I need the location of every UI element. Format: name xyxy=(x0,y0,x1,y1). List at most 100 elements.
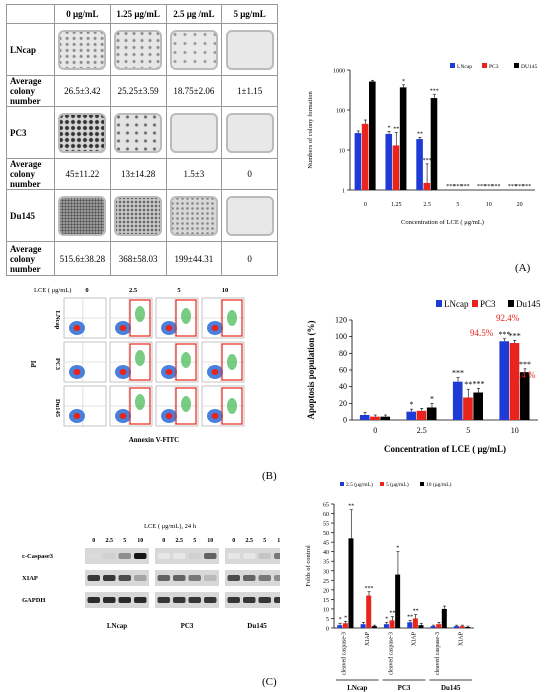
apoptotic-events xyxy=(181,396,191,412)
legend-label: 10 (μg/mL) xyxy=(426,481,452,488)
apoptotic-events xyxy=(135,394,145,410)
event-cluster-core xyxy=(73,369,81,375)
event-cluster-core xyxy=(211,369,219,375)
gate-box xyxy=(175,387,197,425)
significance-marker: *** xyxy=(522,184,531,190)
colony-table: 0 μg/mL 1.25 μg/mL 2.5 μg /mL 5 μg/mL LN… xyxy=(6,4,278,276)
blot-band xyxy=(258,597,271,603)
bar xyxy=(452,381,463,420)
bar xyxy=(361,123,369,190)
significance-marker: *** xyxy=(453,184,462,190)
avg-label: Average colony number xyxy=(6,75,55,107)
x-tick-label: 5 xyxy=(466,426,470,435)
bar xyxy=(441,608,447,628)
y-tick-label: 30 xyxy=(323,569,329,575)
bar xyxy=(380,416,390,420)
y-tick-label: 50 xyxy=(323,531,329,537)
bar xyxy=(354,133,362,190)
event-cluster-core xyxy=(119,413,127,419)
bar xyxy=(463,397,473,420)
blot-band xyxy=(173,597,186,603)
y-tick-label: 1 xyxy=(342,189,345,195)
flow-row-label: LNcap xyxy=(54,311,61,330)
bar xyxy=(392,145,400,190)
bar xyxy=(406,411,417,420)
x-tick-label: 10 xyxy=(486,202,492,208)
lane-dose: 5 xyxy=(123,538,126,544)
gate-box xyxy=(175,343,197,381)
legend-swatch xyxy=(472,300,478,307)
bar xyxy=(385,133,393,190)
significance-marker: *** xyxy=(509,332,521,341)
lane-dose: 10 xyxy=(207,538,213,544)
avg-label: Average colony number xyxy=(6,241,55,276)
y-tick-label: 15 xyxy=(323,598,329,604)
legend-label: 2.5 (μg/mL) xyxy=(346,481,373,488)
significance-marker: ** xyxy=(407,614,413,620)
y-tick-label: 20 xyxy=(339,399,347,408)
bar xyxy=(342,623,348,628)
blot-cell-line: Du145 xyxy=(247,622,267,630)
legend-swatch xyxy=(340,482,344,486)
colony-well xyxy=(54,106,111,159)
blot-band xyxy=(258,553,271,559)
event-cluster-core xyxy=(165,369,173,375)
colony-well xyxy=(221,189,278,242)
blot-band xyxy=(157,575,170,581)
row-label: PC3 xyxy=(6,106,55,159)
significance-marker: ** xyxy=(464,380,472,389)
bar xyxy=(459,626,465,628)
x-tick-label: 0 xyxy=(364,202,367,208)
blot-strip xyxy=(155,592,219,608)
blot-band xyxy=(243,597,256,603)
legend-swatch xyxy=(436,300,442,307)
blot-band xyxy=(243,575,256,581)
blot-cell-line: LNcap xyxy=(107,622,127,630)
y-tick-label: 40 xyxy=(323,550,329,556)
significance-marker: ** xyxy=(413,609,419,615)
legend-swatch xyxy=(380,482,384,486)
y-tick-label: 10 xyxy=(323,607,329,613)
significance-marker: *** xyxy=(365,586,374,592)
x-tick-label: XIAP xyxy=(458,631,464,646)
group-label: Du145 xyxy=(441,684,461,692)
lane-dose: 2.5 xyxy=(106,538,114,544)
col-header: 1.25 μg/mL xyxy=(109,4,167,24)
blot-band xyxy=(204,575,217,581)
blot-band xyxy=(118,597,131,603)
bar xyxy=(418,625,424,628)
y-tick-label: 20 xyxy=(323,588,329,594)
y-tick-label: 1000 xyxy=(333,69,345,75)
colony-well xyxy=(221,106,278,159)
legend-label: DU145 xyxy=(521,64,537,70)
blot-band xyxy=(274,597,280,603)
bar xyxy=(423,182,431,190)
blot-band xyxy=(204,597,217,603)
y-tick-label: 10 xyxy=(339,149,345,155)
blot-band xyxy=(134,597,147,603)
lane-dose: 2.5 xyxy=(176,538,184,544)
significance-marker: *** xyxy=(461,184,470,190)
significance-marker: *** xyxy=(519,360,531,369)
blot-band xyxy=(157,553,170,559)
col-header: 5 μg/mL xyxy=(221,4,278,24)
row-label: Du145 xyxy=(6,189,55,242)
table-cell: 45±11.22 xyxy=(54,158,111,190)
blot-band xyxy=(103,575,116,581)
bar xyxy=(389,620,395,628)
significance-marker: * xyxy=(410,400,414,409)
blot-strip xyxy=(155,570,219,586)
y-tick-label: 55 xyxy=(323,522,329,528)
blot-band xyxy=(118,553,131,559)
significance-marker: ** xyxy=(389,611,395,617)
significance-marker: * xyxy=(430,394,434,403)
blot-band xyxy=(227,597,240,603)
group-label: PC3 xyxy=(398,684,411,692)
table-corner xyxy=(6,4,55,24)
blot-band xyxy=(87,575,100,581)
x-axis-title: Concentration of LCE ( μg/mL) xyxy=(384,444,506,454)
significance-marker: *** xyxy=(499,330,511,339)
table-cell: 0 xyxy=(221,241,278,276)
